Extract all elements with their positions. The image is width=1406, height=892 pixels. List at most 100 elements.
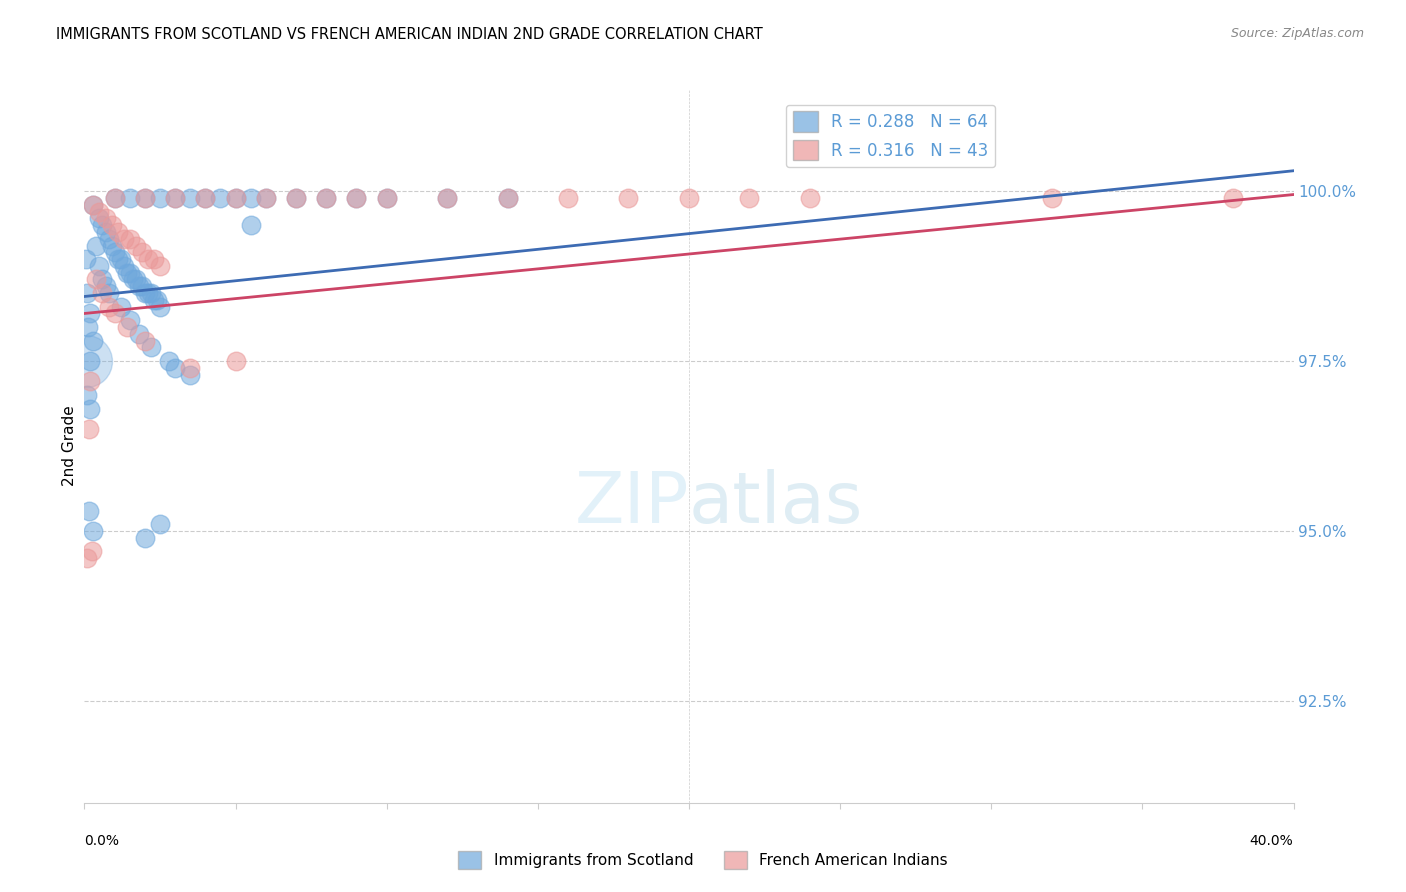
Point [738, 191, 761, 205]
Point [157, 354, 180, 368]
Point [107, 252, 129, 266]
Point [179, 191, 201, 205]
Point [91, 286, 114, 301]
Point [165, 191, 187, 205]
Point [79, 375, 101, 389]
Point [100, 218, 122, 232]
Point [97, 300, 120, 314]
Point [79, 354, 101, 368]
Point [315, 191, 337, 205]
Point [125, 272, 148, 286]
Point [97, 286, 120, 301]
Point [149, 191, 172, 205]
Y-axis label: 2nd Grade: 2nd Grade [62, 406, 77, 486]
Point [115, 320, 138, 334]
Point [110, 252, 132, 266]
Text: 40.0%: 40.0% [1250, 834, 1294, 848]
Point [131, 245, 153, 260]
Point [125, 238, 148, 252]
Point [94, 225, 117, 239]
Point [139, 341, 162, 355]
Point [142, 293, 165, 307]
Text: Source: ZipAtlas.com: Source: ZipAtlas.com [1230, 27, 1364, 40]
Point [91, 218, 114, 232]
Point [134, 334, 156, 348]
Text: atlas: atlas [689, 468, 863, 538]
Point [76, 388, 98, 402]
Point [97, 232, 120, 246]
Point [209, 191, 232, 205]
Legend: R = 0.288   N = 64, R = 0.316   N = 43: R = 0.288 N = 64, R = 0.316 N = 43 [786, 104, 995, 167]
Point [285, 191, 308, 205]
Point [89, 259, 111, 273]
Point [121, 272, 143, 286]
Point [1040, 191, 1063, 205]
Point [136, 252, 159, 266]
Point [94, 211, 117, 226]
Point [128, 326, 150, 341]
Point [112, 232, 135, 246]
Text: IMMIGRANTS FROM SCOTLAND VS FRENCH AMERICAN INDIAN 2ND GRADE CORRELATION CHART: IMMIGRANTS FROM SCOTLAND VS FRENCH AMERI… [56, 27, 763, 42]
Point [315, 191, 337, 205]
Point [82, 334, 104, 348]
Point [1222, 191, 1244, 205]
Point [194, 191, 217, 205]
Point [375, 191, 398, 205]
Point [77, 320, 100, 334]
Point [131, 279, 153, 293]
Point [115, 266, 138, 280]
Point [678, 191, 700, 205]
Point [134, 286, 156, 301]
Point [799, 191, 821, 205]
Point [76, 551, 98, 566]
Point [165, 360, 187, 375]
Point [77, 503, 100, 517]
Point [436, 191, 458, 205]
Point [146, 293, 169, 307]
Point [89, 211, 111, 226]
Text: ZIP: ZIP [575, 468, 689, 538]
Point [496, 191, 519, 205]
Point [149, 259, 172, 273]
Point [617, 191, 640, 205]
Point [225, 354, 247, 368]
Point [82, 198, 104, 212]
Point [107, 225, 129, 239]
Point [118, 191, 141, 205]
Point [112, 259, 135, 273]
Point [75, 252, 97, 266]
Point [104, 245, 127, 260]
Point [75, 354, 97, 368]
Point [79, 401, 101, 416]
Point [134, 531, 156, 545]
Point [149, 300, 172, 314]
Point [254, 191, 277, 205]
Point [134, 191, 156, 205]
Point [225, 191, 247, 205]
Point [104, 306, 127, 320]
Point [104, 191, 127, 205]
Point [194, 191, 217, 205]
Point [436, 191, 458, 205]
Point [142, 252, 165, 266]
Point [179, 368, 201, 382]
Point [346, 191, 368, 205]
Point [86, 272, 108, 286]
Point [239, 191, 262, 205]
Point [82, 524, 104, 538]
Point [139, 286, 162, 301]
Text: 0.0%: 0.0% [84, 834, 120, 848]
Point [165, 191, 187, 205]
Point [80, 544, 103, 558]
Point [79, 306, 101, 320]
Point [375, 191, 398, 205]
Point [89, 204, 111, 219]
Point [77, 422, 100, 436]
Point [118, 313, 141, 327]
Point [239, 218, 262, 232]
Point [104, 191, 127, 205]
Point [225, 191, 247, 205]
Point [110, 300, 132, 314]
Point [557, 191, 579, 205]
Point [91, 272, 114, 286]
